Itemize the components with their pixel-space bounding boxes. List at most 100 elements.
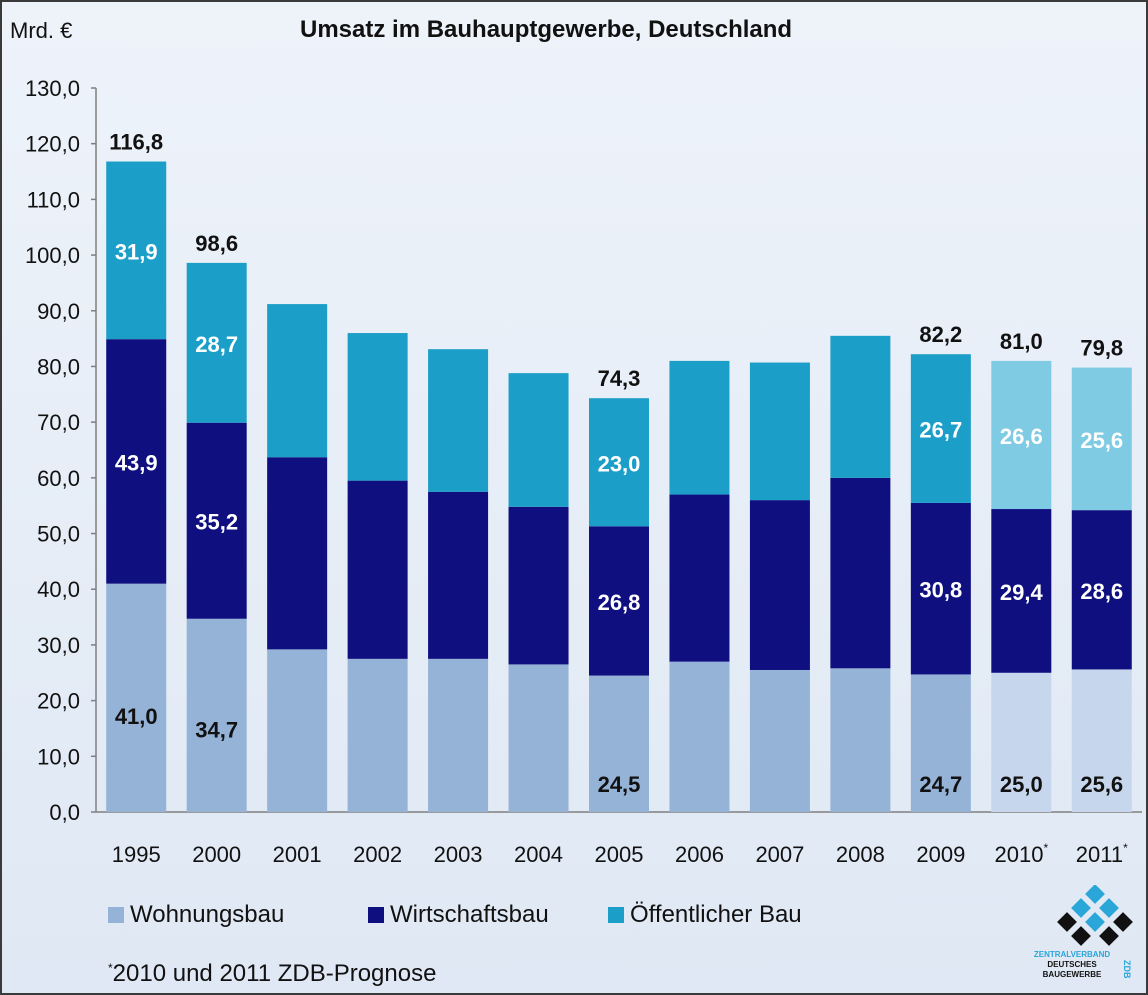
- x-tick-label: 2004: [514, 842, 563, 867]
- zdb-logo-icon: [1057, 885, 1133, 946]
- y-tick-label: 100,0: [25, 243, 80, 268]
- total-label: 116,8: [109, 130, 163, 155]
- data-label-wirtschaftsbau: 29,4: [1000, 580, 1044, 605]
- bar-segment-wirtschaftsbau: [267, 457, 328, 650]
- bar-segment-wohnungsbau: [749, 669, 810, 812]
- y-tick-label: 20,0: [37, 689, 80, 714]
- legend-item-oeffentlicher-bau: Öffentlicher Bau: [608, 898, 802, 932]
- bar-segment-wirtschaftsbau: [1071, 510, 1132, 670]
- data-label-oeffentlicher-bau: 25,6: [1080, 428, 1123, 453]
- data-label-wohnungsbau: 24,5: [598, 772, 641, 797]
- data-label-wirtschaftsbau: 28,6: [1080, 579, 1123, 604]
- zdb-logo-text: ZENTRALVERBAND DEUTSCHES BAUGEWERBE: [1022, 950, 1122, 980]
- x-tick-label: 2008: [836, 842, 885, 867]
- y-tick-label: 0,0: [49, 800, 80, 825]
- bar-segment-oeffentlicher-bau: [830, 335, 891, 478]
- bar-segment-wohnungsbau: [508, 664, 569, 812]
- x-tick-label: 2001: [273, 842, 322, 867]
- bar-segment-oeffentlicher-bau: [1071, 367, 1132, 511]
- data-label-wohnungsbau: 24,7: [919, 772, 962, 797]
- x-tick-label: 2005: [595, 842, 644, 867]
- data-label-wohnungsbau: 25,0: [1000, 772, 1043, 797]
- legend-label-oeffentlicher-bau: Öffentlicher Bau: [630, 901, 802, 928]
- legend-swatch-wohnungsbau: [108, 907, 124, 923]
- bar-segment-wirtschaftsbau: [428, 491, 489, 659]
- y-tick-label: 10,0: [37, 744, 80, 769]
- data-label-wohnungsbau: 41,0: [115, 704, 158, 729]
- x-tick-label: 2010*: [994, 841, 1048, 867]
- legend-swatch-oeffentlicher-bau: [608, 907, 624, 923]
- x-tick-label: 2002: [353, 842, 402, 867]
- zdb-logo-line3: BAUGEWERBE: [1042, 970, 1102, 979]
- y-tick-label: 80,0: [37, 354, 80, 379]
- y-tick-label: 70,0: [37, 410, 80, 435]
- bar-segment-oeffentlicher-bau: [669, 360, 730, 495]
- legend-item-wohnungsbau: Wohnungsbau: [108, 898, 284, 932]
- x-tick-label: 2006: [675, 842, 724, 867]
- bar-segment-wirtschaftsbau: [186, 422, 247, 619]
- y-tick-label: 30,0: [37, 633, 80, 658]
- bar-segment-oeffentlicher-bau: [428, 349, 489, 492]
- y-tick-label: 130,0: [25, 76, 80, 101]
- total-label: 82,2: [919, 322, 962, 347]
- zdb-logo-line1: ZENTRALVERBAND: [1033, 950, 1111, 959]
- legend-swatch-wirtschaftsbau: [368, 907, 384, 923]
- legend-label-wirtschaftsbau: Wirtschaftsbau: [390, 901, 549, 928]
- bar-segment-wohnungsbau: [1071, 669, 1132, 812]
- data-label-wirtschaftsbau: 30,8: [919, 578, 962, 603]
- zdb-logo-line2: DEUTSCHES: [1047, 960, 1097, 969]
- data-label-oeffentlicher-bau: 23,0: [598, 451, 641, 476]
- bar-segment-wohnungsbau: [910, 674, 971, 812]
- bar-segment-wirtschaftsbau: [669, 494, 730, 662]
- x-tick-label: 2003: [434, 842, 483, 867]
- footnote: *2010 und 2011 ZDB-Prognose: [108, 960, 436, 988]
- x-tick-label: 2011*: [1076, 841, 1128, 867]
- bar-segment-oeffentlicher-bau: [991, 360, 1052, 510]
- bar-segment-wirtschaftsbau: [830, 477, 891, 669]
- y-tick-label: 50,0: [37, 522, 80, 547]
- bar-segment-oeffentlicher-bau: [186, 262, 247, 423]
- data-label-wohnungsbau: 25,6: [1080, 772, 1123, 797]
- bar-segment-wirtschaftsbau: [347, 480, 408, 659]
- bar-segment-oeffentlicher-bau: [106, 161, 167, 340]
- y-tick-label: 60,0: [37, 466, 80, 491]
- total-label: 74,3: [598, 366, 641, 391]
- footnote-marker: *: [108, 961, 113, 975]
- x-tick-label: 2000: [192, 842, 241, 867]
- x-tick-label: 2007: [755, 842, 804, 867]
- total-label: 98,6: [195, 231, 238, 256]
- bar-segment-wohnungsbau: [830, 668, 891, 812]
- legend: Wohnungsbau Wirtschaftsbau Öffentlicher …: [0, 898, 1148, 932]
- bar-segment-oeffentlicher-bau: [589, 398, 649, 527]
- bar-segment-wirtschaftsbau: [991, 509, 1052, 673]
- data-label-wirtschaftsbau: 26,8: [598, 590, 641, 615]
- legend-label-wohnungsbau: Wohnungsbau: [130, 901, 285, 928]
- bar-segment-wohnungsbau: [669, 661, 730, 812]
- bar-segment-wohnungsbau: [428, 658, 489, 812]
- bar-segment-wirtschaftsbau: [508, 506, 569, 665]
- data-label-oeffentlicher-bau: 26,7: [919, 418, 962, 443]
- bar-segment-wohnungsbau: [267, 649, 328, 812]
- bar-segment-wohnungsbau: [186, 618, 247, 812]
- x-tick-label: 1995: [112, 842, 161, 867]
- data-label-oeffentlicher-bau: 28,7: [195, 332, 238, 357]
- total-label: 81,0: [1000, 329, 1043, 354]
- bar-segment-oeffentlicher-bau: [347, 333, 408, 481]
- y-tick-label: 110,0: [27, 187, 80, 212]
- bar-segment-wohnungsbau: [991, 672, 1052, 812]
- x-tick-marker: *: [1123, 841, 1128, 855]
- bar-segment-wirtschaftsbau: [910, 502, 971, 675]
- legend-item-wirtschaftsbau: Wirtschaftsbau: [368, 898, 549, 932]
- y-tick-label: 90,0: [37, 299, 80, 324]
- bar-segment-oeffentlicher-bau: [749, 362, 810, 501]
- data-label-oeffentlicher-bau: 26,6: [1000, 424, 1043, 449]
- y-axis-unit-label: Mrd. €: [10, 18, 73, 43]
- data-label-oeffentlicher-bau: 31,9: [115, 239, 158, 264]
- bar-segment-oeffentlicher-bau: [910, 354, 971, 503]
- bar-segment-wirtschaftsbau: [589, 526, 649, 676]
- data-label-wohnungsbau: 34,7: [195, 717, 238, 742]
- total-label: 79,8: [1080, 336, 1123, 361]
- y-tick-label: 120,0: [25, 132, 80, 157]
- x-tick-label: 2009: [916, 842, 965, 867]
